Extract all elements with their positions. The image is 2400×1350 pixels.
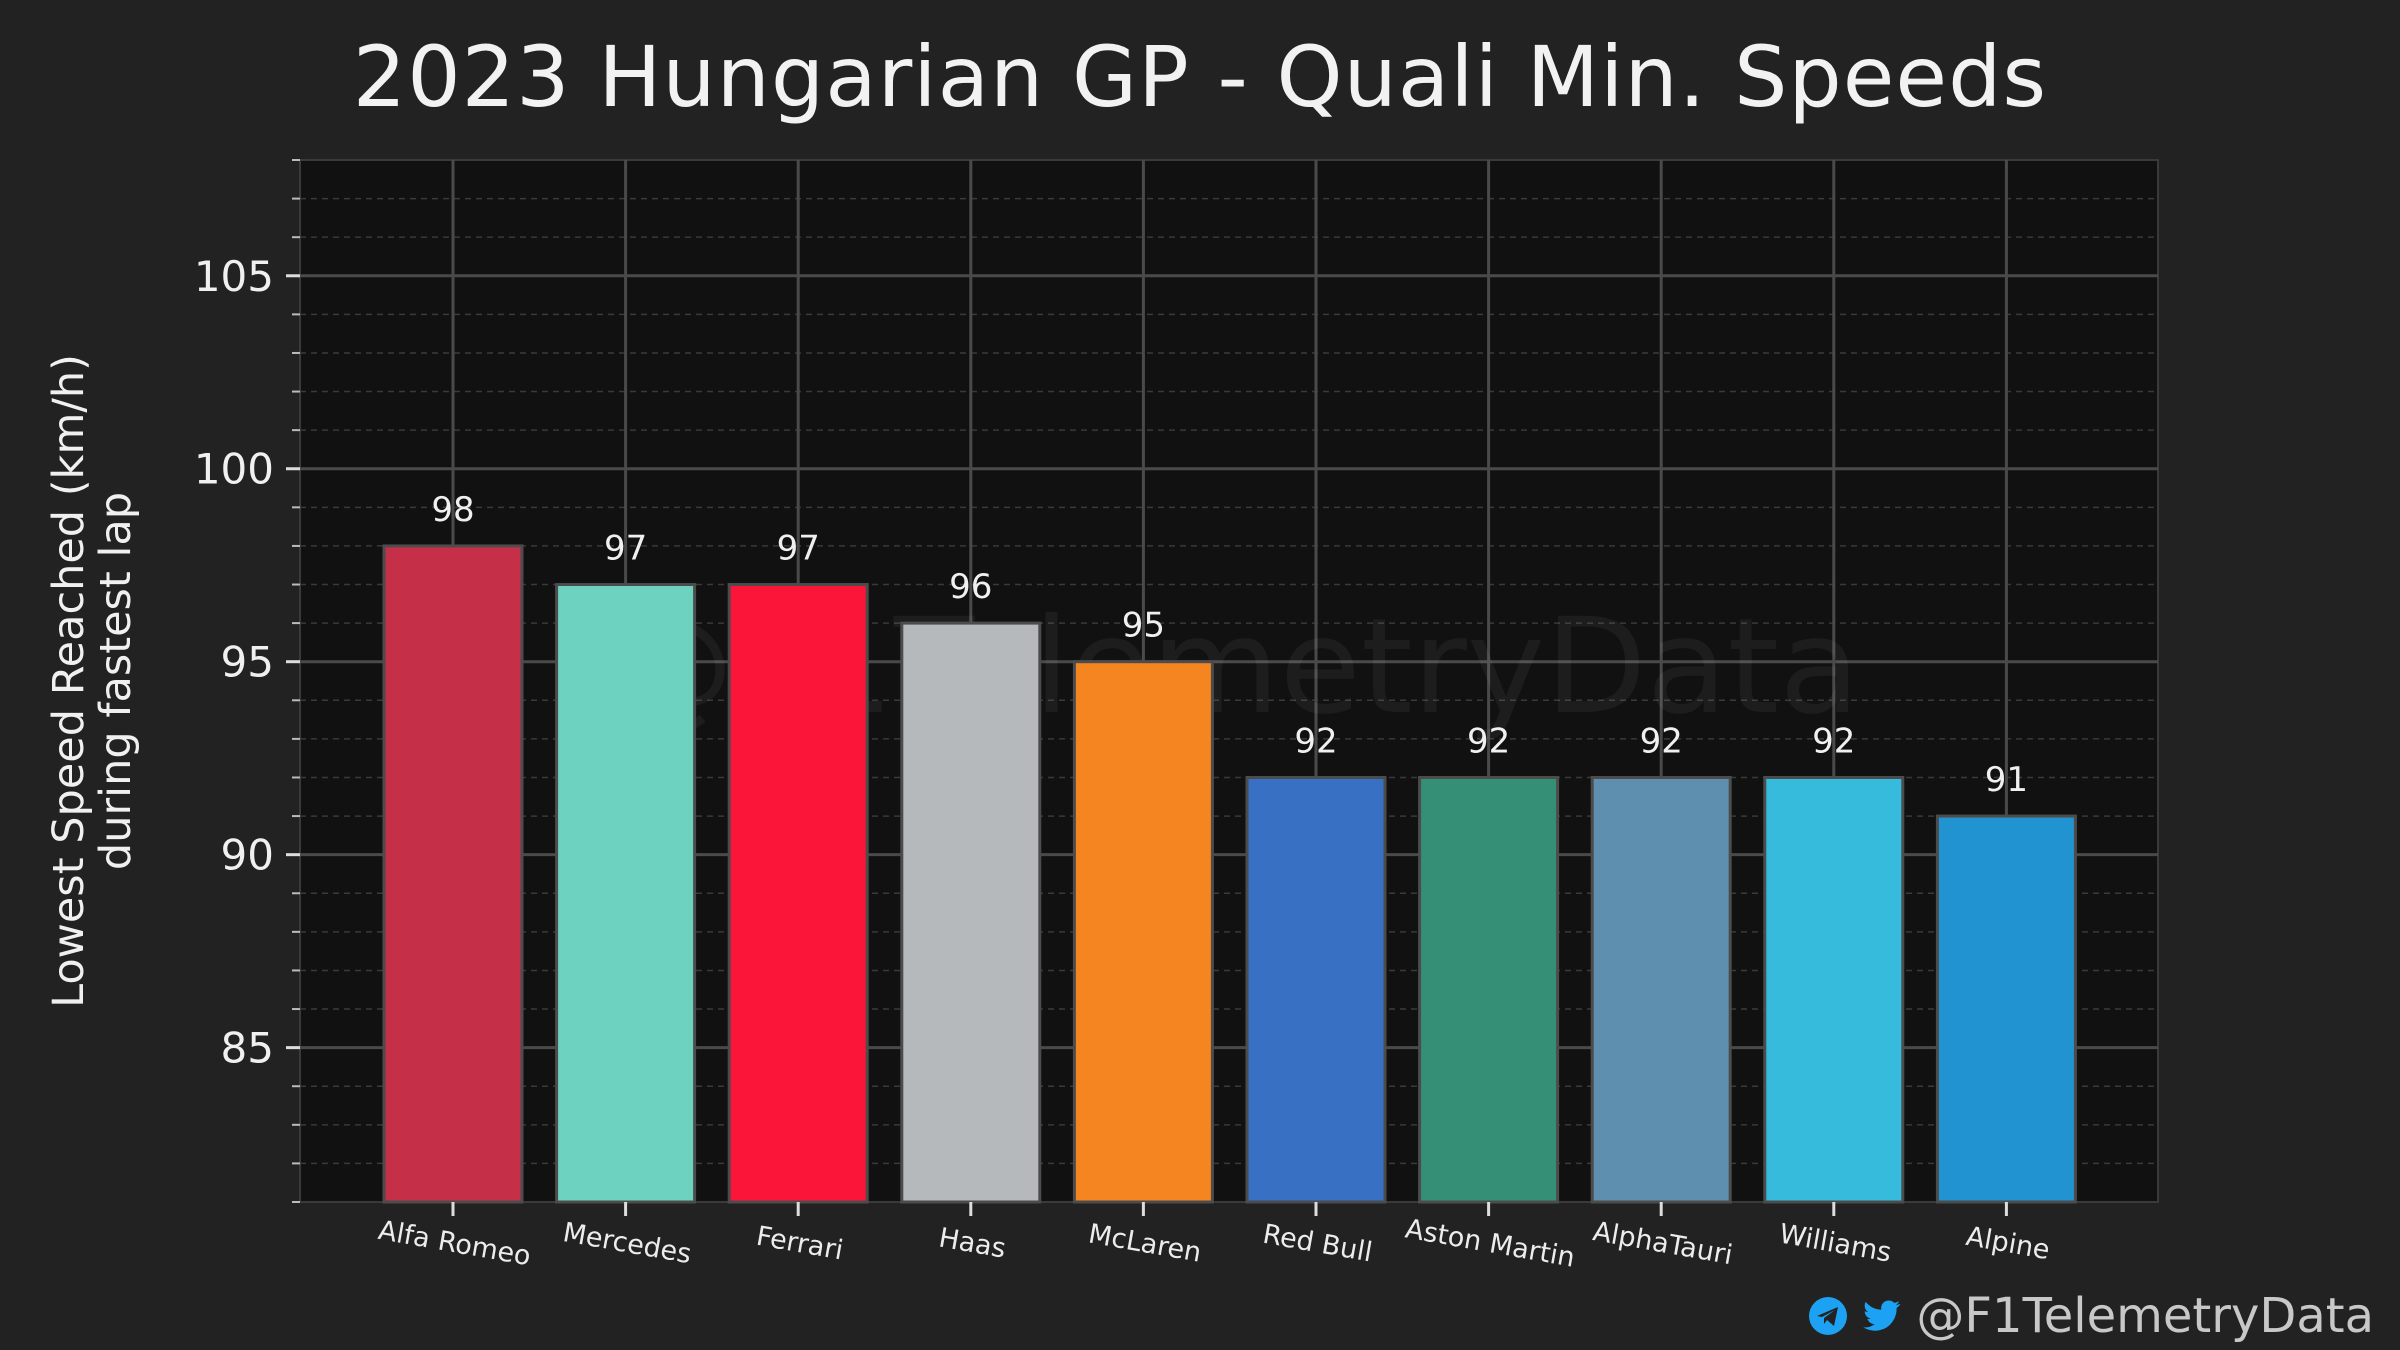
bar-value-label: 97: [604, 529, 647, 569]
x-tick-label: Mercedes: [561, 1217, 694, 1270]
x-axis: Alfa Romeo Mercedes Ferrari Haas McLaren Red …: [376, 1202, 2052, 1274]
x-tick-label: Alfa Romeo: [376, 1215, 533, 1272]
y-tick-label: 90: [221, 831, 274, 880]
twitter-icon: [1863, 1300, 1901, 1331]
x-tick-label: Williams: [1777, 1219, 1894, 1269]
y-tick-label: 105: [194, 252, 274, 301]
bar-value-label: 98: [431, 490, 474, 530]
chart-title: 2023 Hungarian GP - Quali Min. Speeds: [352, 28, 2048, 126]
y-axis-label-line-1: Lowest Speed Reached (km/h): [44, 354, 94, 1008]
x-tick-label: Alpine: [1964, 1221, 2052, 1266]
y-axis-label-line-2: during fastest lap: [91, 492, 141, 870]
bar: [1935, 814, 2077, 1204]
bar-value-label: 92: [1294, 721, 1337, 761]
bar-value-label: 95: [1122, 606, 1165, 646]
bar-value-label: 92: [1467, 721, 1510, 761]
bars-group: [382, 544, 2077, 1204]
footer-handle: @F1TelemetryData: [1916, 1288, 2374, 1344]
bar-value-label: 97: [777, 529, 820, 569]
telegram-icon: [1809, 1297, 1848, 1335]
bar: [900, 621, 1042, 1204]
bar: [382, 544, 524, 1204]
bar: [1590, 775, 1732, 1204]
bar: [555, 583, 697, 1204]
bar: [727, 583, 869, 1204]
y-tick-label: 85: [221, 1024, 274, 1073]
bar: [1245, 775, 1387, 1204]
y-axis: 85 90 95 100 105: [194, 159, 300, 1203]
bar-value-label: 92: [1640, 721, 1683, 761]
x-tick-label: Red Bull: [1260, 1219, 1374, 1269]
footer-credit: @F1TelemetryData: [1808, 1288, 2374, 1344]
x-tick-label: Haas: [936, 1223, 1008, 1265]
bar: [1072, 660, 1214, 1204]
bar: [1418, 775, 1560, 1204]
data-labels-group: 98 97 97 96 95 92 92 92 92 91: [431, 490, 2028, 800]
x-tick-label: Ferrari: [754, 1221, 846, 1267]
x-tick-label: AlphaTauri: [1591, 1216, 1735, 1271]
x-tick-label: McLaren: [1086, 1218, 1204, 1268]
bar-value-label: 96: [949, 567, 992, 607]
y-tick-label: 95: [221, 638, 274, 687]
y-tick-label: 100: [194, 445, 274, 494]
bar-value-label: 91: [1985, 760, 2028, 800]
bar: [1763, 775, 1905, 1204]
x-tick-label: Aston Martin: [1403, 1213, 1577, 1273]
bar-value-label: 92: [1812, 721, 1855, 761]
